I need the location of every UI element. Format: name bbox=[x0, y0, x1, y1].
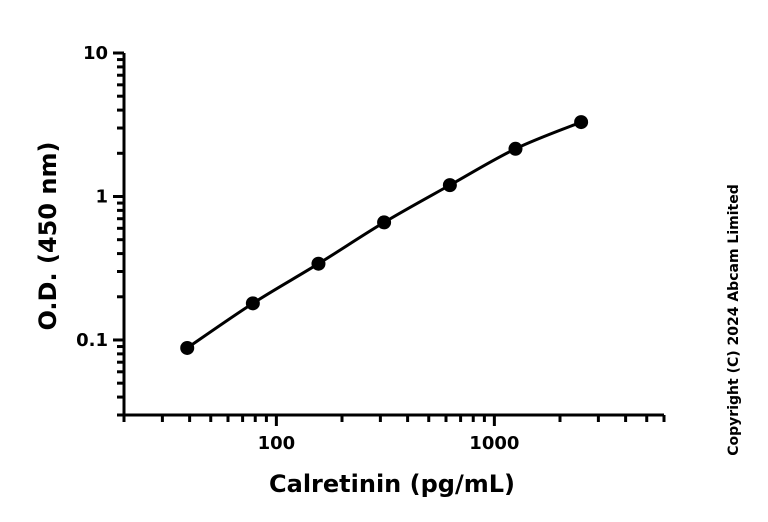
x-axis: 100 1000 bbox=[122, 413, 666, 454]
x-ticks: 100 1000 bbox=[122, 415, 666, 454]
data-point bbox=[442, 178, 457, 193]
data-points bbox=[180, 115, 589, 355]
fit-curve bbox=[186, 120, 582, 350]
y-tick-label: 1 bbox=[95, 186, 108, 207]
y-axis: 0.1 1 10 bbox=[76, 43, 126, 417]
y-tick-label: 10 bbox=[83, 43, 108, 64]
x-tick-label: 100 bbox=[258, 433, 296, 454]
x-axis-title: Calretinin (pg/mL) bbox=[269, 470, 515, 498]
y-ticks: 0.1 1 10 bbox=[76, 43, 124, 417]
data-point bbox=[377, 215, 392, 230]
data-point bbox=[180, 340, 195, 355]
data-point bbox=[311, 256, 326, 271]
data-point bbox=[245, 296, 260, 311]
y-axis-title: O.D. (450 nm) bbox=[34, 142, 62, 331]
data-point bbox=[508, 141, 523, 156]
copyright-text: Copyright (C) 2024 Abcam Limited bbox=[726, 184, 742, 455]
x-tick-label: 1000 bbox=[469, 433, 519, 454]
data-point bbox=[574, 115, 589, 130]
y-tick-label: 0.1 bbox=[76, 330, 108, 351]
